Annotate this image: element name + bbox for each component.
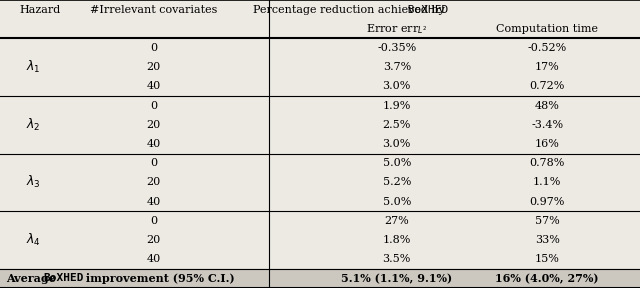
Text: BoXHED: BoXHED [185, 5, 448, 15]
Text: 5.2%: 5.2% [383, 177, 411, 187]
Text: 3.7%: 3.7% [383, 62, 411, 72]
Text: -0.35%: -0.35% [377, 43, 417, 53]
Text: 48%: 48% [535, 101, 559, 111]
Text: $\lambda_2$: $\lambda_2$ [26, 117, 40, 133]
Text: 3.5%: 3.5% [383, 254, 411, 264]
Text: 0: 0 [150, 158, 157, 168]
Text: #Irrelevant covariates: #Irrelevant covariates [90, 5, 218, 15]
Text: Error err$_{L^2}$: Error err$_{L^2}$ [366, 22, 428, 36]
Text: Computation time: Computation time [496, 24, 598, 34]
Text: 17%: 17% [535, 62, 559, 72]
Text: 15%: 15% [535, 254, 559, 264]
Text: 20: 20 [147, 177, 161, 187]
Text: $\lambda_4$: $\lambda_4$ [26, 232, 40, 248]
Text: 1.9%: 1.9% [383, 101, 411, 111]
Text: 5.1% (1.1%, 9.1%): 5.1% (1.1%, 9.1%) [341, 273, 452, 284]
Bar [0, 269, 640, 288]
Text: 40: 40 [147, 254, 161, 264]
Text: 0.72%: 0.72% [529, 82, 565, 91]
Text: 16% (4.0%, 27%): 16% (4.0%, 27%) [495, 273, 599, 284]
Text: 20: 20 [147, 62, 161, 72]
Text: 57%: 57% [535, 216, 559, 226]
Text: 40: 40 [147, 82, 161, 91]
Text: 5.0%: 5.0% [383, 197, 411, 206]
Text: -0.52%: -0.52% [527, 43, 567, 53]
Text: 1.8%: 1.8% [383, 235, 411, 245]
Text: $\lambda_1$: $\lambda_1$ [26, 59, 40, 75]
Text: 2.5%: 2.5% [383, 120, 411, 130]
Text: $\lambda_3$: $\lambda_3$ [26, 174, 40, 190]
Text: 1.1%: 1.1% [533, 177, 561, 187]
Text: 40: 40 [147, 197, 161, 206]
Text: improvement (95% C.I.): improvement (95% C.I.) [82, 273, 234, 284]
Text: 33%: 33% [535, 235, 559, 245]
Text: 27%: 27% [385, 216, 409, 226]
Text: BoXHED: BoXHED [44, 273, 84, 283]
Text: 40: 40 [147, 139, 161, 149]
Text: -3.4%: -3.4% [531, 120, 563, 130]
Text: 0.78%: 0.78% [529, 158, 565, 168]
Text: 20: 20 [147, 120, 161, 130]
Text: Average: Average [6, 273, 60, 284]
Text: Hazard: Hazard [19, 5, 60, 15]
Text: 3.0%: 3.0% [383, 82, 411, 91]
Text: 5.0%: 5.0% [383, 158, 411, 168]
Text: 0: 0 [150, 101, 157, 111]
Text: 16%: 16% [535, 139, 559, 149]
Text: 0.97%: 0.97% [529, 197, 565, 206]
Text: 0: 0 [150, 216, 157, 226]
Text: 0: 0 [150, 43, 157, 53]
Text: 20: 20 [147, 235, 161, 245]
Text: Percentage reduction achieved by: Percentage reduction achieved by [253, 5, 448, 15]
Text: 3.0%: 3.0% [383, 139, 411, 149]
